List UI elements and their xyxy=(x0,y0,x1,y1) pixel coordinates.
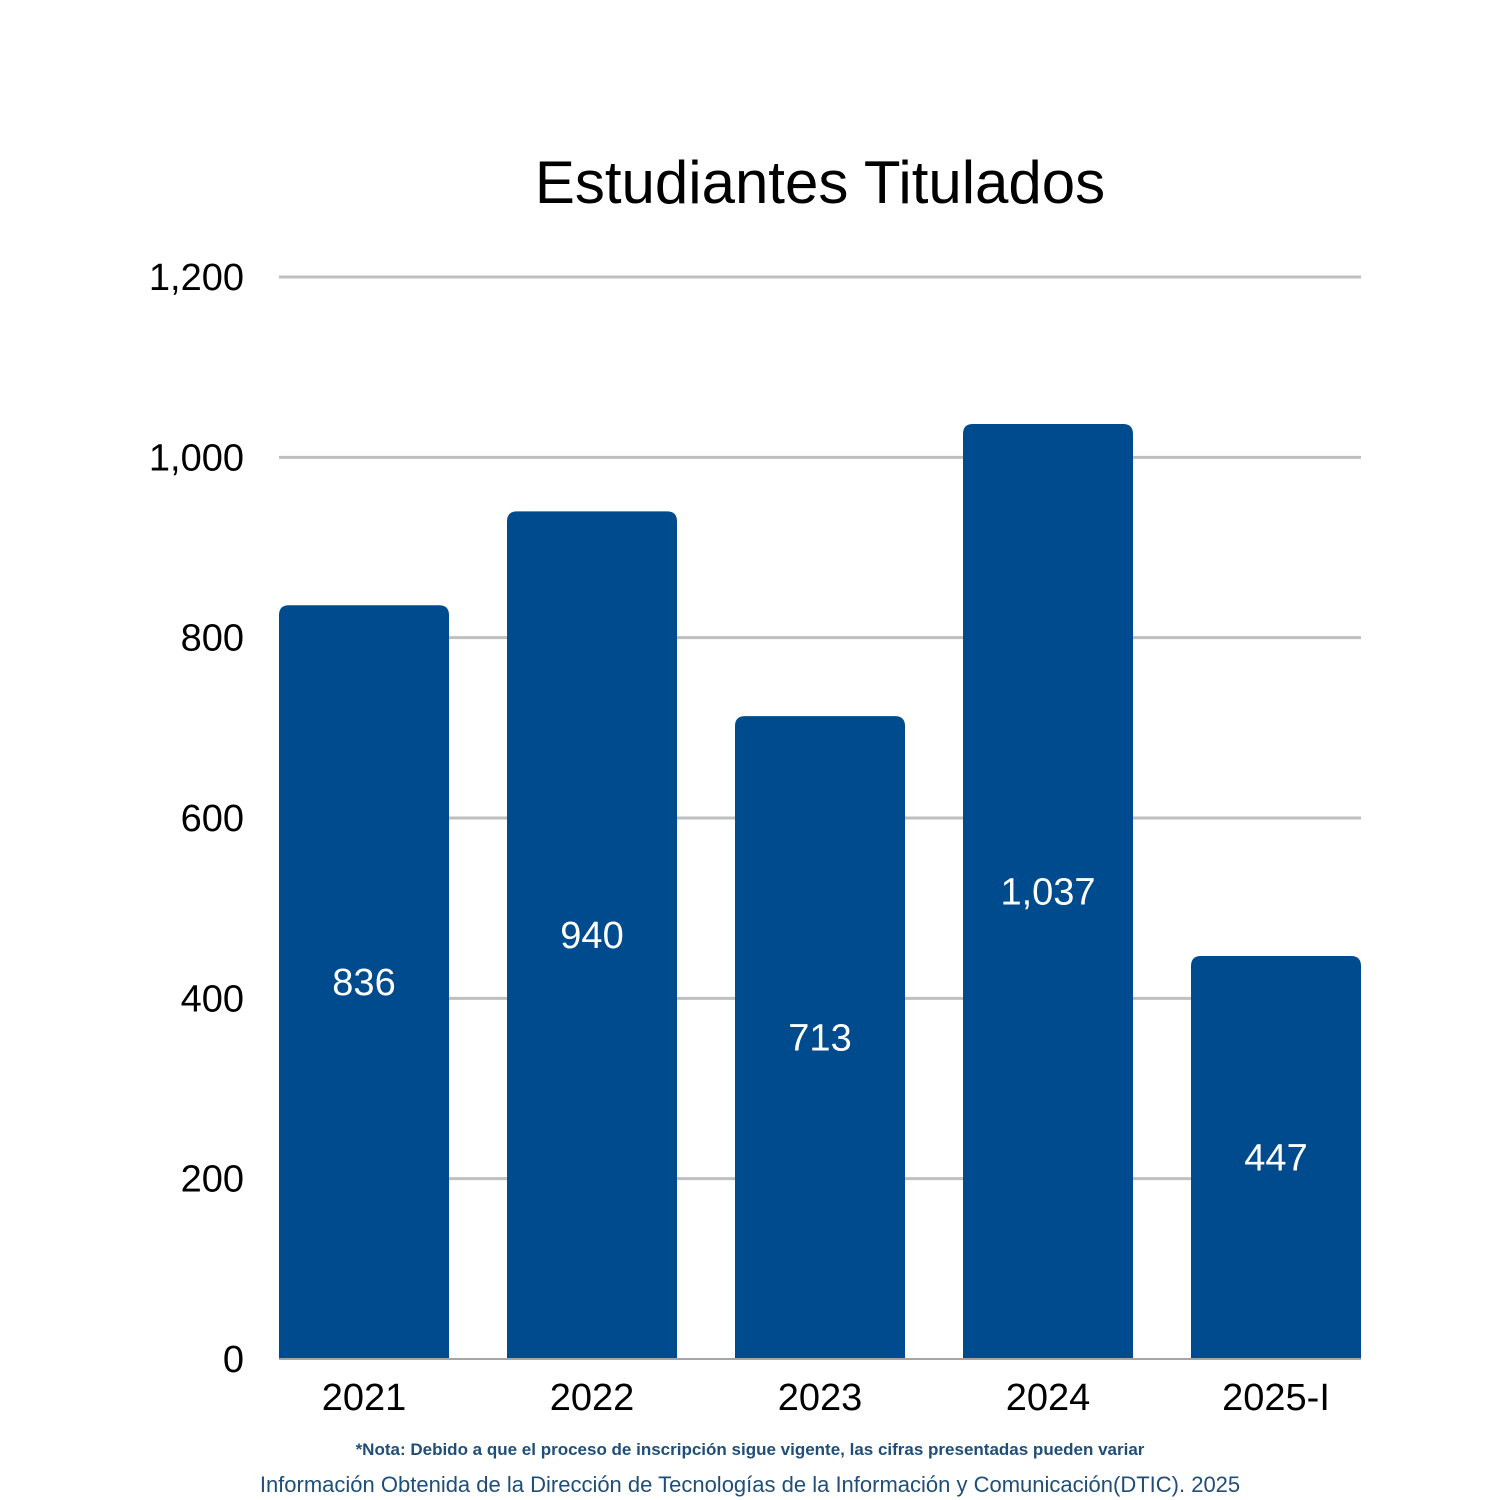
footnote: *Nota: Debido a que el proceso de inscri… xyxy=(355,1440,1145,1459)
y-tick-label: 400 xyxy=(181,978,244,1020)
data-labels: 836 940 713 1,037 447 xyxy=(332,871,1307,1179)
x-axis-categories: 2021 2022 2023 2024 2025-I xyxy=(322,1377,1330,1419)
y-tick-label: 1,000 xyxy=(149,437,244,479)
x-category-label: 2024 xyxy=(1006,1377,1091,1419)
x-category-label: 2022 xyxy=(550,1377,635,1419)
x-category-label: 2021 xyxy=(322,1377,407,1419)
chart-title: Estudiantes Titulados xyxy=(535,149,1105,216)
bar-2024 xyxy=(963,423,1133,1359)
bar-2025-I xyxy=(1191,955,1361,1359)
y-tick-label: 800 xyxy=(181,618,244,660)
y-axis-ticks: 0 200 400 600 800 1,000 1,200 xyxy=(149,257,244,1381)
bar-2021 xyxy=(279,605,449,1359)
y-tick-label: 600 xyxy=(181,798,244,840)
data-label-2021: 836 xyxy=(332,962,395,1004)
bar-2022 xyxy=(507,511,677,1359)
x-category-label: 2025-I xyxy=(1222,1377,1330,1419)
data-label-2022: 940 xyxy=(560,915,623,957)
y-tick-label: 1,200 xyxy=(149,257,244,299)
x-category-label: 2023 xyxy=(778,1377,863,1419)
y-tick-label: 200 xyxy=(181,1159,244,1201)
y-tick-label: 0 xyxy=(223,1339,244,1381)
data-label-2023: 713 xyxy=(788,1018,851,1060)
source-credit: Información Obtenida de la Dirección de … xyxy=(259,1472,1241,1497)
bar-2023 xyxy=(735,716,905,1359)
data-label-2025-I: 447 xyxy=(1244,1137,1307,1179)
data-label-2024: 1,037 xyxy=(1000,871,1095,913)
bars xyxy=(279,423,1361,1359)
